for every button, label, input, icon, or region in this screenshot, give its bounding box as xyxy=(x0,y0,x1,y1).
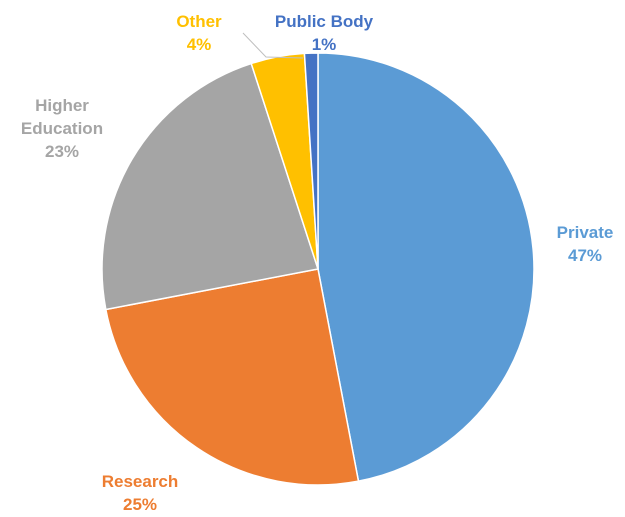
slice-label-other: Other 4% xyxy=(176,12,222,54)
slice-label-higher-education-name: Education xyxy=(21,119,103,138)
slice-label-other-name: Other xyxy=(176,12,222,31)
slice-label-higher-education-name: Higher xyxy=(35,96,89,115)
pie-slice-public-body xyxy=(303,52,319,270)
leader-lines xyxy=(242,32,304,59)
slice-label-public-body: Public Body 1% xyxy=(275,12,374,54)
slice-label-private-value: 47% xyxy=(568,246,602,265)
slice-label-public-body-value: 1% xyxy=(312,35,337,54)
slice-label-private-name: Private xyxy=(557,223,614,242)
slice-label-research: Research 25% xyxy=(102,472,179,514)
pie-slice-research xyxy=(104,268,360,486)
slice-label-higher-education: Higher Education 23% xyxy=(21,96,103,161)
slice-label-private: Private 47% xyxy=(557,223,614,265)
slice-label-higher-education-value: 23% xyxy=(45,142,79,161)
slice-label-research-name: Research xyxy=(102,472,179,491)
slice-label-public-body-name: Public Body xyxy=(275,12,374,31)
slice-labels: Private 47% Research 25% Higher Education 23% O… xyxy=(21,12,613,514)
leader-line-other xyxy=(242,32,304,59)
pie-slice-higher-education xyxy=(101,62,319,311)
slice-label-research-value: 25% xyxy=(123,495,157,514)
pie-slice-private xyxy=(317,52,535,483)
slice-label-other-value: 4% xyxy=(187,35,212,54)
pie-slices xyxy=(101,52,535,486)
